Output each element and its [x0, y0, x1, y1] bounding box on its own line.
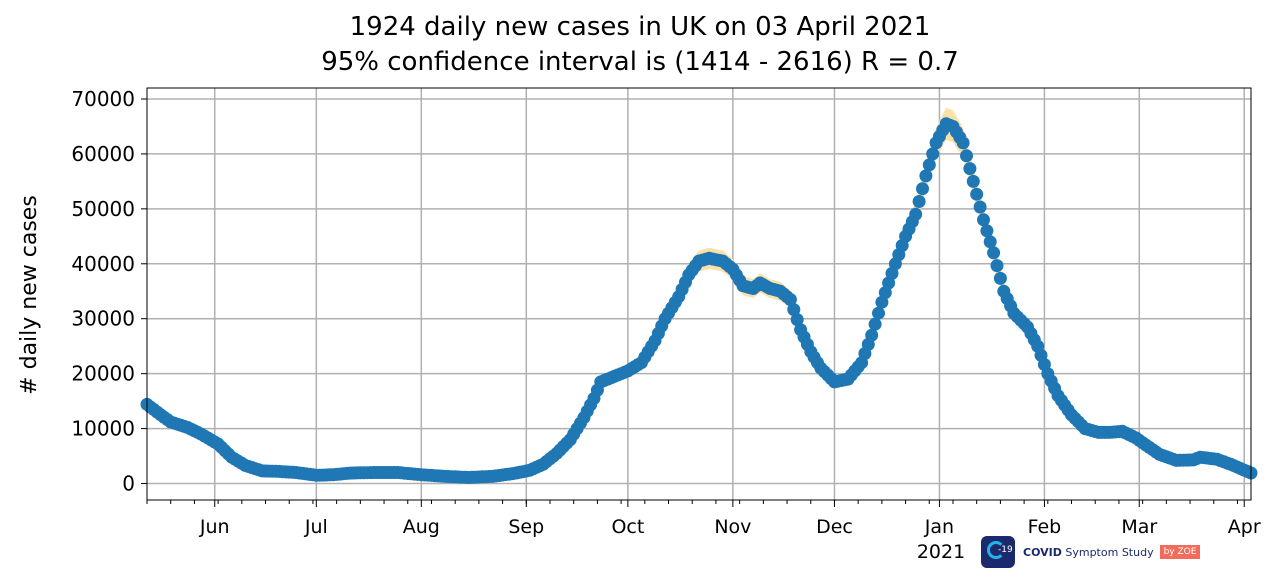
data-point: [983, 235, 997, 249]
data-point: [922, 158, 936, 172]
y-tick-label: 10000: [71, 417, 135, 441]
y-tick-label: 50000: [71, 197, 135, 221]
grid-lines: [147, 88, 1251, 500]
x-tick-label: Sep: [508, 516, 544, 538]
data-point: [787, 303, 801, 317]
y-tick-label: 30000: [71, 307, 135, 331]
x-tick-label: Jul: [304, 516, 328, 538]
data-points: [140, 117, 1258, 484]
data-point: [973, 200, 987, 214]
data-point: [966, 174, 980, 188]
data-point: [916, 182, 929, 196]
x-tick-label: Aug: [403, 516, 440, 538]
x-tick-label: Jun: [199, 516, 230, 538]
logo-text-strong: COVID: [1023, 545, 1062, 559]
chart-subtitle: 95% confidence interval is (1414 - 2616)…: [321, 47, 959, 77]
data-point: [790, 313, 804, 327]
x-tick-label: Jan: [924, 516, 954, 538]
data-point: [970, 187, 984, 201]
data-point: [872, 306, 885, 320]
y-tick-label: 20000: [71, 362, 135, 386]
data-point: [963, 162, 977, 176]
y-axis: 0 10000 20000 30000 40000 50000 60000 70000: [71, 87, 147, 496]
logo-text-rest: Symptom Study: [1061, 545, 1154, 559]
covid-symptom-study-logo: -19 COVID Symptom Study by ZOE: [981, 536, 1201, 568]
data-point: [987, 246, 1001, 260]
x-tick-label: Mar: [1121, 516, 1157, 538]
data-point: [868, 317, 882, 331]
y-tick-label: 60000: [71, 142, 135, 166]
confidence-band: [147, 107, 1251, 480]
y-tick-label: 70000: [71, 87, 135, 111]
logo-text: COVID Symptom Study: [1023, 546, 1154, 559]
chart-title: 1924 daily new cases in UK on 03 April 2…: [349, 12, 931, 42]
plot-frame: [146, 87, 1252, 501]
data-point: [980, 224, 994, 238]
y-tick-label: 0: [122, 472, 135, 496]
data-point: [783, 293, 797, 306]
y-axis-label: # daily new cases: [17, 195, 42, 395]
data-point: [865, 328, 879, 342]
data-point: [960, 149, 973, 163]
logo-badge-text: -19: [998, 545, 1013, 555]
data-point: [993, 271, 1007, 285]
x-tick-label: Apr: [1228, 516, 1261, 538]
data-point: [909, 207, 923, 221]
x-tick-label: Feb: [1028, 516, 1062, 538]
data-point: [926, 147, 940, 161]
data-point: [919, 169, 933, 183]
x-tick-label: Oct: [611, 516, 644, 538]
x-tick-label: Nov: [714, 516, 751, 538]
x-axis: Jun Jul Aug Sep Oct Nov Dec Jan Feb Mar Apr: [146, 500, 1261, 538]
data-point: [990, 259, 1004, 273]
x-tick-label: Dec: [816, 516, 853, 538]
logo-badge-icon: -19: [981, 536, 1015, 568]
logo-zoe-badge: by ZOE: [1159, 545, 1201, 559]
data-point: [977, 213, 990, 227]
data-point: [912, 195, 926, 208]
y-tick-label: 40000: [71, 252, 135, 276]
data-point: [956, 136, 970, 150]
x-axis-year-label: 2021: [917, 541, 965, 563]
